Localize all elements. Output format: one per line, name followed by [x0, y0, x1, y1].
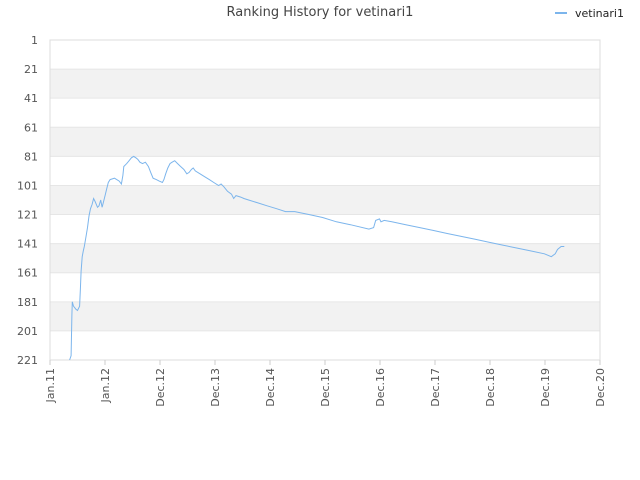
legend[interactable]: vetinari1	[555, 7, 624, 20]
x-tick-label: Dec.12	[154, 368, 167, 407]
y-tick-label: 161	[17, 267, 38, 280]
y-tick-label: 21	[24, 63, 38, 76]
y-tick-label: 121	[17, 209, 38, 222]
x-tick-label: Jan.11	[44, 368, 57, 403]
y-tick-label: 181	[17, 296, 38, 309]
plot-band	[50, 185, 600, 215]
x-tick-label: Dec.20	[594, 368, 607, 407]
chart-title: Ranking History for vetinari1	[227, 5, 414, 20]
legend-label-vetinari1[interactable]: vetinari1	[575, 7, 624, 20]
y-tick-label: 1	[31, 34, 38, 47]
x-axis-tick-marks	[49, 360, 601, 365]
x-tick-label: Dec.16	[374, 368, 387, 407]
y-tick-label: 41	[24, 92, 38, 105]
y-tick-label: 141	[17, 238, 38, 251]
series-line-vetinari1	[69, 155, 565, 361]
plot-band	[50, 301, 600, 331]
plot-band	[50, 243, 600, 273]
x-tick-label: Dec.17	[429, 368, 442, 407]
x-tick-label: Dec.14	[264, 368, 277, 407]
plot-band	[50, 127, 600, 157]
plot-band	[50, 69, 600, 99]
gridlines	[50, 39, 600, 361]
x-axis-tick-labels: Jan.11 Jan.12 Dec.12 Dec.13 Dec.14 Dec.15 Dec.…	[44, 368, 607, 407]
x-tick-label: Dec.19	[539, 368, 552, 407]
x-tick-label: Dec.18	[484, 368, 497, 407]
y-tick-label: 221	[17, 354, 38, 367]
y-tick-label: 201	[17, 325, 38, 338]
plot-bands	[50, 69, 600, 331]
y-tick-label: 61	[24, 121, 38, 134]
x-tick-label: Dec.13	[209, 368, 222, 407]
y-tick-label: 101	[17, 179, 38, 192]
y-tick-label: 81	[24, 150, 38, 163]
x-tick-label: Dec.15	[319, 368, 332, 407]
x-tick-label: Jan.12	[99, 368, 112, 403]
